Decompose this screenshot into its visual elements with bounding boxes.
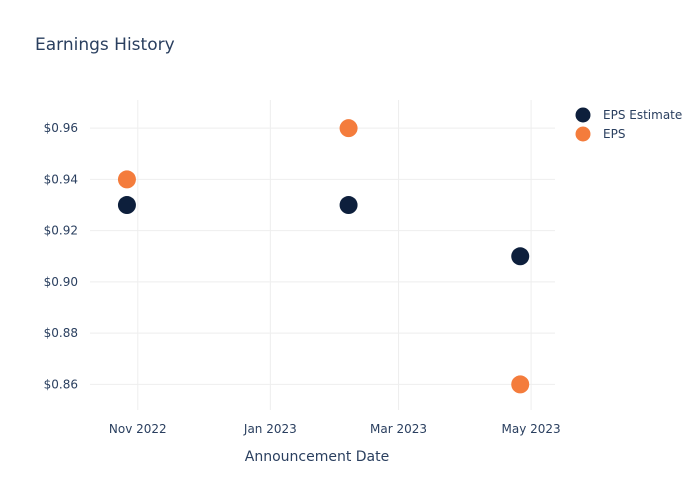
y-tick-label: $0.86 — [44, 377, 78, 391]
x-axis-ticks: Nov 2022 Jan 2023 Mar 2023 May 2023 — [109, 422, 561, 436]
y-tick-label: $0.90 — [44, 275, 78, 289]
data-point-eps[interactable] — [511, 375, 530, 394]
y-axis-ticks: $0.86 $0.88 $0.90 $0.92 $0.94 $0.96 — [44, 121, 78, 391]
legend[interactable]: EPS Estimate EPS — [575, 107, 683, 142]
y-tick-label: $0.94 — [44, 172, 78, 186]
data-point-eps-estimate[interactable] — [511, 247, 530, 266]
x-tick-label: Nov 2022 — [109, 422, 167, 436]
x-axis-title: Announcement Date — [245, 449, 389, 465]
y-tick-label: $0.96 — [44, 121, 78, 135]
legend-marker[interactable] — [575, 107, 591, 123]
legend-label[interactable]: EPS Estimate — [603, 108, 682, 122]
data-point-eps[interactable] — [117, 170, 136, 189]
y-tick-label: $0.88 — [44, 326, 78, 340]
x-tick-label: May 2023 — [502, 422, 561, 436]
data-point-eps[interactable] — [339, 119, 358, 138]
plot-area[interactable] — [117, 119, 530, 394]
data-point-eps-estimate[interactable] — [117, 196, 136, 215]
y-tick-label: $0.92 — [44, 224, 78, 238]
legend-marker[interactable] — [575, 126, 591, 142]
x-tick-label: Mar 2023 — [370, 422, 427, 436]
grid — [90, 100, 555, 410]
legend-label[interactable]: EPS — [603, 127, 625, 141]
x-tick-label: Jan 2023 — [243, 422, 297, 436]
chart-title: Earnings History — [35, 35, 175, 55]
data-point-eps-estimate[interactable] — [339, 196, 358, 215]
